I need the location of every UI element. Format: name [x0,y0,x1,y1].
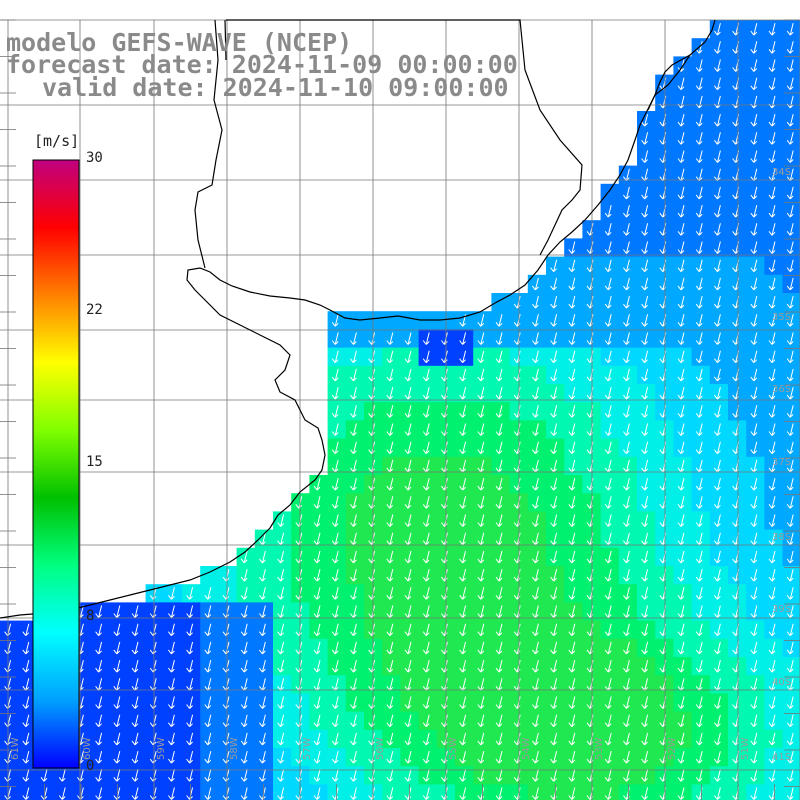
lon-label: 60W [82,737,93,760]
lagoon [647,54,691,111]
lon-label: 58W [229,737,240,760]
lat-label: 34S [772,167,791,178]
title-forecast-date: forecast date: 2024-11-09 00:00:00 [6,50,518,79]
lon-label: 54W [521,737,532,760]
lat-label: 38S [772,532,791,543]
title-model: modelo GEFS-WAVE (NCEP) [6,28,353,57]
title-valid-date: valid date: 2024-11-10 09:00:00 [42,73,509,102]
lat-label: 41S [772,752,791,763]
colorbar-tick-30: 30 [86,150,103,166]
lat-lon-grid: 61W 60W 59W 58W 57W 56W 55W 54W 53W 52W 51W 34S 35S 3… [0,19,800,800]
lon-label: 57W [302,737,313,760]
colorbar-tick-22: 22 [86,302,103,318]
lat-label: 40S [772,677,791,688]
lon-label: 56W [375,737,386,760]
uruguay-border [194,19,583,269]
colorbar-tick-15: 15 [86,454,103,470]
lat-label: 39S [772,604,791,615]
coastline [0,19,716,619]
lat-label: 36S [772,384,791,395]
lon-label: 51W [740,737,751,760]
lon-label: 52W [667,737,678,760]
lon-label: 55W [448,737,459,760]
lon-label: 59W [156,737,167,760]
lon-label: 61W [10,737,21,760]
colorbar-tick-8: 8 [86,608,95,624]
lat-label: 37S [772,457,791,468]
lat-label: 35S [772,312,791,323]
colorbar [32,159,80,769]
lon-label: 53W [594,737,605,760]
colorbar-tick-0: 0 [86,758,95,774]
colorbar-unit: [m/s] [34,132,80,150]
